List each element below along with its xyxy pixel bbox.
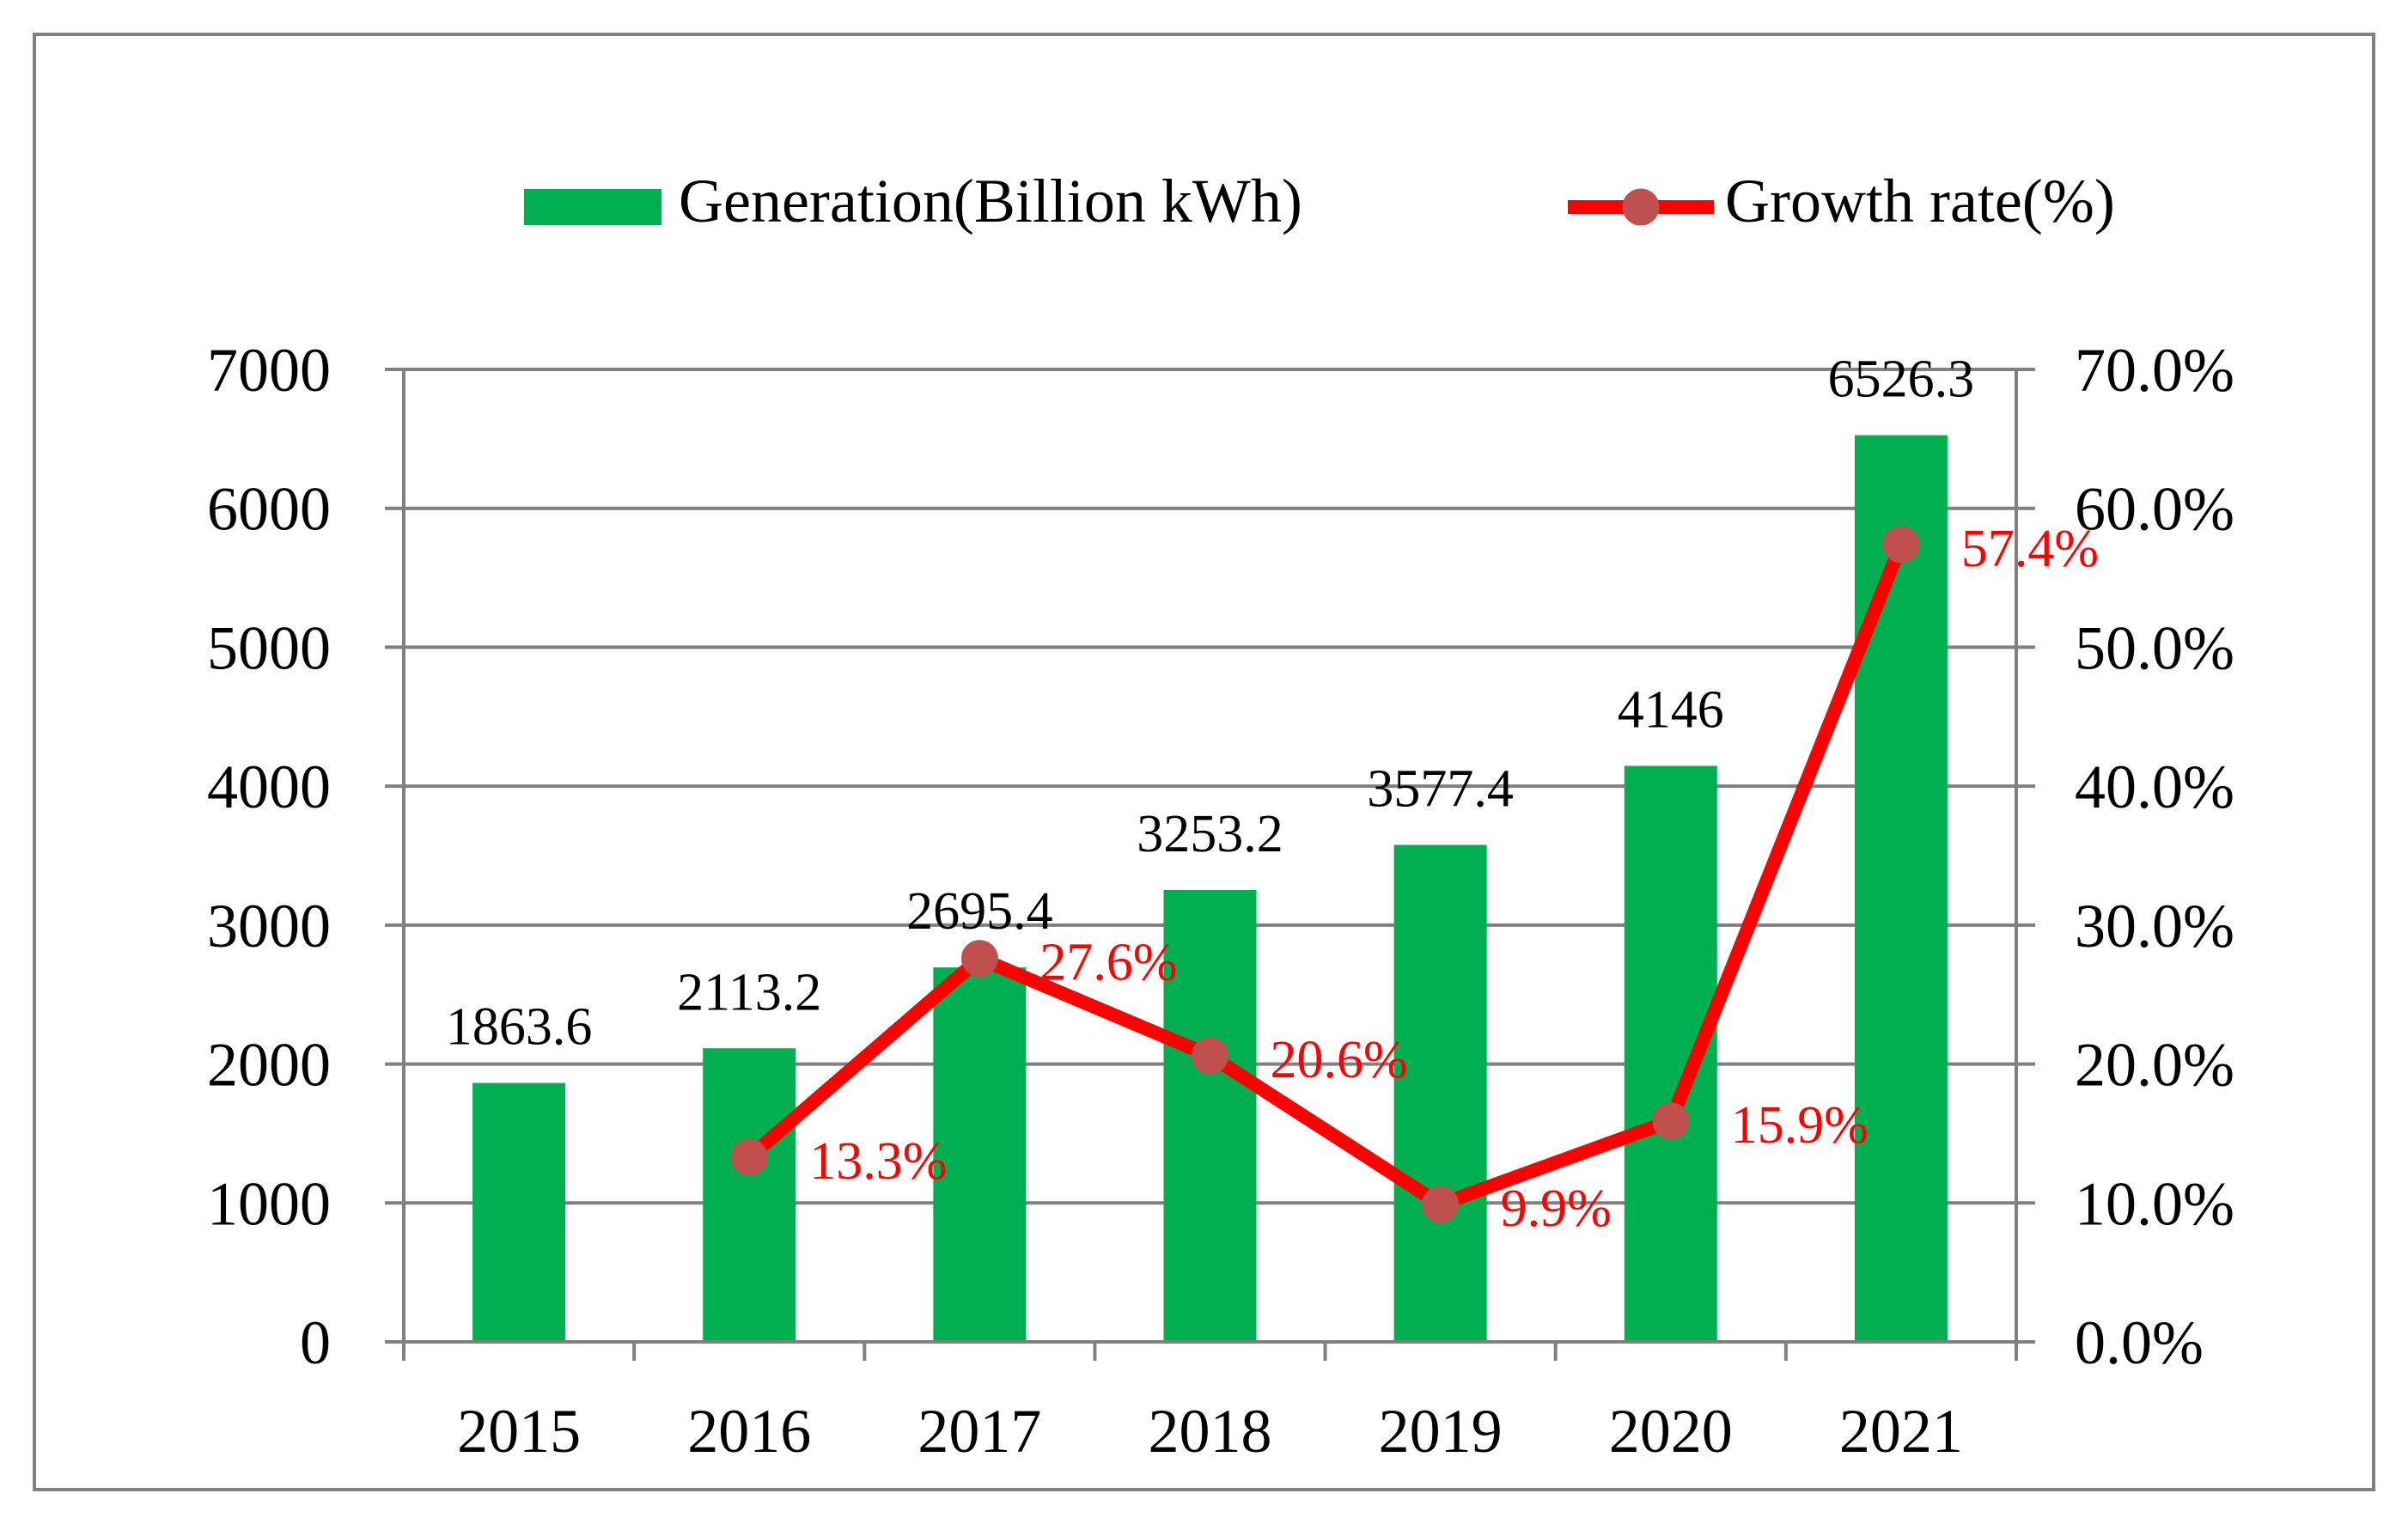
bar — [703, 1048, 796, 1342]
right-axis-tick-label: 50.0% — [2075, 613, 2234, 682]
bar-series — [472, 435, 1948, 1343]
x-axis-tick-label: 2018 — [1149, 1397, 1272, 1466]
legend: Generation(Billion kWh) Growth rate(%) — [524, 167, 2115, 235]
x-axis-tick-label: 2016 — [687, 1397, 811, 1466]
bar-data-label: 3577.4 — [1367, 759, 1514, 818]
line-data-label: 9.9% — [1501, 1180, 1612, 1238]
line-data-label: 57.4% — [1961, 520, 2099, 578]
line-data-label: 27.6% — [1039, 934, 1177, 992]
growth-rate-line — [742, 537, 1908, 1211]
bar — [1393, 844, 1487, 1342]
right-axis-tick-labels: 0.0% 10.0% 20.0% 30.0% 40.0% 50.0% 60.0% 70.0% — [2075, 336, 2234, 1377]
bar-data-label: 4146 — [1618, 681, 1724, 740]
x-axis-tick-label: 2015 — [457, 1397, 581, 1466]
bar-data-label: 3253.2 — [1137, 805, 1283, 863]
line-data-labels: 13.3% 27.6% 20.6% 9.9% 15.9% 57.4% — [809, 520, 2099, 1238]
line-series — [730, 526, 1920, 1223]
right-axis-tick-label: 30.0% — [2075, 892, 2234, 960]
left-axis-tick-label: 1000 — [207, 1169, 331, 1238]
x-axis-tick-labels: 2015 2016 2017 2018 2019 2020 2021 — [457, 1397, 1963, 1466]
bar-data-label: 1863.6 — [446, 998, 593, 1057]
line-marker — [730, 1138, 768, 1176]
line-data-label: 20.6% — [1271, 1031, 1408, 1089]
x-axis-tick-label: 2019 — [1379, 1397, 1503, 1466]
bar — [933, 967, 1027, 1342]
bar — [1163, 889, 1257, 1342]
left-axis-tick-label: 2000 — [207, 1031, 331, 1100]
left-axis-tick-label: 5000 — [207, 613, 331, 682]
line-data-label: 15.9% — [1731, 1096, 1868, 1155]
right-axis-tick-label: 20.0% — [2075, 1031, 2234, 1100]
left-axis-tick-label: 6000 — [207, 475, 331, 544]
legend-bar-label: Generation(Billion kWh) — [679, 167, 1302, 235]
left-axis-tick-label: 4000 — [207, 753, 331, 821]
bar-data-labels: 1863.6 2113.2 2695.4 3253.2 3577.4 4146 6526.3 — [446, 351, 1974, 1057]
legend-line-marker — [1622, 188, 1660, 226]
right-axis-tick-label: 0.0% — [2075, 1308, 2204, 1377]
line-data-label: 13.3% — [809, 1132, 947, 1191]
bar-data-label: 2695.4 — [906, 882, 1053, 941]
right-axis-tick-label: 70.0% — [2075, 336, 2234, 405]
x-axis-tick-label: 2017 — [917, 1397, 1041, 1466]
line-marker — [1422, 1186, 1460, 1223]
right-axis-tick-label: 40.0% — [2075, 753, 2234, 821]
bar-data-label: 2113.2 — [677, 963, 821, 1021]
right-axis-tick-label: 60.0% — [2075, 475, 2234, 544]
line-marker — [1192, 1037, 1228, 1075]
left-axis-tick-label: 7000 — [207, 336, 331, 405]
left-axis-tick-label: 3000 — [207, 892, 331, 960]
left-axis-tick-label: 0 — [300, 1308, 331, 1377]
line-marker — [960, 940, 998, 978]
line-marker — [1652, 1102, 1690, 1140]
line-marker — [1882, 526, 1920, 564]
axes — [385, 368, 2035, 1361]
left-axis-tick-labels: 0 1000 2000 3000 4000 5000 6000 7000 — [207, 336, 331, 1377]
x-axis-tick-label: 2020 — [1609, 1397, 1733, 1466]
x-axis-tick-label: 2021 — [1839, 1397, 1963, 1466]
bar — [472, 1082, 566, 1342]
right-axis-tick-label: 10.0% — [2075, 1169, 2234, 1238]
legend-line-label: Growth rate(%) — [1725, 167, 2115, 235]
bar — [1854, 435, 1948, 1343]
legend-bar-swatch — [524, 189, 661, 225]
bar-data-label: 6526.3 — [1828, 351, 1975, 409]
